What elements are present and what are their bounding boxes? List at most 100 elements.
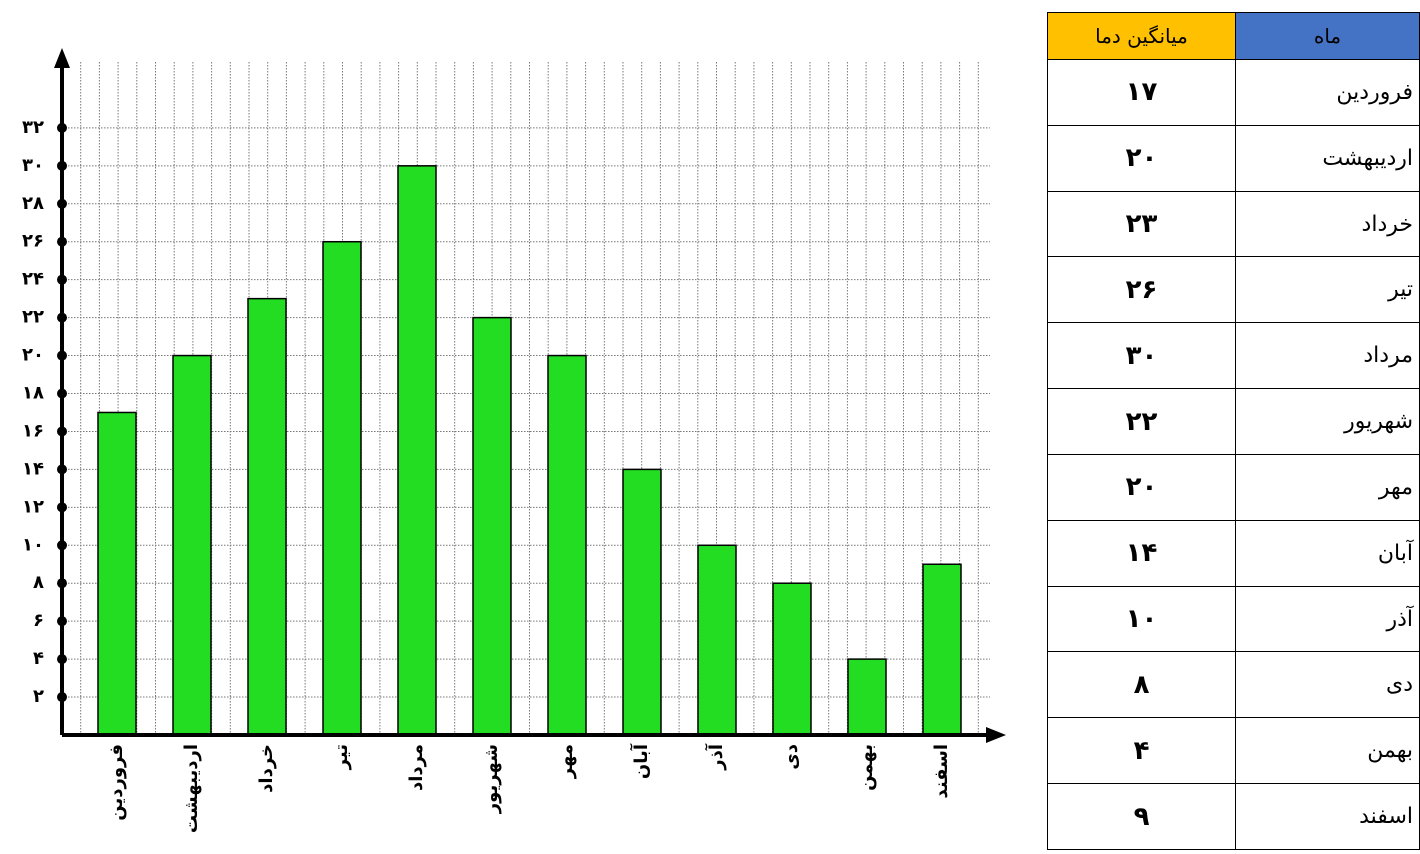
x-tick-label: دی bbox=[781, 744, 802, 770]
table-cell: ۹ bbox=[1047, 783, 1236, 850]
y-tick-label: ۸ bbox=[33, 572, 44, 593]
bar bbox=[322, 240, 362, 736]
vertical-grid bbox=[80, 62, 979, 735]
table-cell: ۲۰ bbox=[1047, 124, 1236, 192]
table-cell: فروردین bbox=[1235, 59, 1420, 126]
y-tick-label: ۱۶ bbox=[22, 420, 44, 441]
table-cell: تیر bbox=[1235, 256, 1420, 324]
y-tick-dot bbox=[57, 502, 67, 513]
x-tick-label: بهمن bbox=[856, 744, 877, 791]
y-tick-dot bbox=[57, 274, 67, 285]
y-tick-dot bbox=[57, 236, 67, 247]
table-cell: ۲۳ bbox=[1047, 190, 1236, 258]
table-cell: ماه bbox=[1235, 12, 1420, 60]
y-tick-dot bbox=[57, 312, 67, 323]
table-cell: شهریور bbox=[1235, 388, 1420, 455]
table-cell: ۲۲ bbox=[1047, 388, 1236, 455]
y-tick-dot bbox=[57, 350, 67, 361]
y-tick-label: ۶ bbox=[33, 610, 44, 631]
bar bbox=[247, 297, 287, 736]
bar bbox=[472, 316, 512, 736]
table-cell: ۱۷ bbox=[1047, 59, 1236, 126]
table-row: مهر ۲۰ bbox=[1047, 453, 1420, 521]
x-tick-label: مرداد bbox=[406, 744, 427, 791]
table-cell: اردیبهشت bbox=[1235, 124, 1420, 192]
y-tick-label: ۲ bbox=[33, 686, 44, 707]
bar bbox=[772, 582, 812, 736]
table-cell: آبان bbox=[1235, 519, 1420, 587]
y-tick-dot bbox=[57, 616, 67, 627]
bar bbox=[922, 563, 962, 736]
table-row: اسفند ۹ bbox=[1047, 783, 1420, 850]
table-cell: آذر bbox=[1235, 585, 1420, 653]
table-row: ماه میانگین دما bbox=[1047, 12, 1420, 60]
y-tick-label: ۳۲ bbox=[22, 117, 44, 138]
table-cell: دی bbox=[1235, 651, 1420, 719]
x-tick-label: اردیبهشت bbox=[181, 744, 202, 833]
y-tick-label: ۲۸ bbox=[22, 193, 44, 214]
x-tick-label: آبان bbox=[629, 743, 652, 779]
y-tick-label: ۲۰ bbox=[22, 345, 44, 366]
y-tick-label: ۱۰ bbox=[22, 534, 44, 555]
table-row: فروردین ۱۷ bbox=[1047, 59, 1420, 126]
y-tick-label: ۲۲ bbox=[22, 307, 44, 328]
y-tick-dot bbox=[57, 654, 67, 665]
table-cell: ۲۰ bbox=[1047, 453, 1236, 521]
table-cell: مرداد bbox=[1235, 322, 1420, 390]
y-tick-label: ۲۴ bbox=[22, 269, 44, 290]
table-row: بهمن ۴ bbox=[1047, 717, 1420, 785]
y-tick-label: ۱۸ bbox=[22, 383, 44, 404]
table-cell: اسفند bbox=[1235, 783, 1420, 850]
y-tick-label: ۳۰ bbox=[22, 155, 44, 176]
table-cell: ۸ bbox=[1047, 651, 1236, 719]
table-cell: ۲۶ bbox=[1047, 256, 1236, 324]
table-row: مرداد ۳۰ bbox=[1047, 322, 1420, 390]
y-tick-dot bbox=[57, 426, 67, 437]
bar bbox=[847, 658, 887, 736]
data-table: ماه میانگین دما فروردین ۱۷ اردیبهشت ۲۰ خرداد ۲۳… bbox=[1047, 12, 1420, 850]
bar bbox=[172, 354, 212, 736]
x-tick-label: تیر bbox=[331, 744, 352, 770]
y-tick-dot bbox=[57, 464, 67, 475]
y-tick-label: ۱۲ bbox=[22, 496, 44, 517]
y-tick-dot bbox=[57, 122, 67, 133]
y-tick-dot bbox=[57, 160, 67, 171]
y-tick-dot bbox=[57, 198, 67, 209]
y-axis-arrow bbox=[54, 48, 70, 68]
x-tick-label: فروردین bbox=[106, 744, 127, 821]
y-tick-label: ۲۶ bbox=[22, 231, 44, 252]
table-row: آبان ۱۴ bbox=[1047, 519, 1420, 587]
x-tick-label: خرداد bbox=[256, 744, 277, 793]
bar bbox=[547, 354, 587, 736]
bar bbox=[397, 165, 437, 736]
x-tick-label: اسفند bbox=[931, 744, 952, 799]
y-tick-label: ۴ bbox=[33, 648, 44, 669]
bar bbox=[697, 544, 737, 736]
table-row: خرداد ۲۳ bbox=[1047, 190, 1420, 258]
y-tick-dot bbox=[57, 692, 67, 703]
table-cell: ۴ bbox=[1047, 717, 1236, 785]
x-axis-arrow bbox=[986, 727, 1006, 743]
table-row: آذر ۱۰ bbox=[1047, 585, 1420, 653]
table-cell: ۳۰ bbox=[1047, 322, 1236, 390]
table-row: شهریور ۲۲ bbox=[1047, 388, 1420, 455]
table-cell: بهمن bbox=[1235, 717, 1420, 785]
y-tick-dot bbox=[57, 540, 67, 551]
x-tick-label: آذر bbox=[704, 743, 727, 771]
table-row: تیر ۲۶ bbox=[1047, 256, 1420, 324]
table-cell: ۱۴ bbox=[1047, 519, 1236, 587]
table-cell: خرداد bbox=[1235, 190, 1420, 258]
y-tick-dot bbox=[57, 388, 67, 399]
table-cell: میانگین دما bbox=[1047, 12, 1236, 60]
table-row: اردیبهشت ۲۰ bbox=[1047, 124, 1420, 192]
y-tick-dot bbox=[57, 578, 67, 589]
bar bbox=[622, 468, 662, 736]
y-tick-label: ۱۴ bbox=[22, 458, 44, 479]
x-tick-label: مهر bbox=[556, 744, 577, 779]
x-tick-label: شهریور bbox=[481, 744, 502, 814]
table-cell: ۱۰ bbox=[1047, 585, 1236, 653]
table-cell: مهر bbox=[1235, 453, 1420, 521]
table-row: دی ۸ bbox=[1047, 651, 1420, 719]
